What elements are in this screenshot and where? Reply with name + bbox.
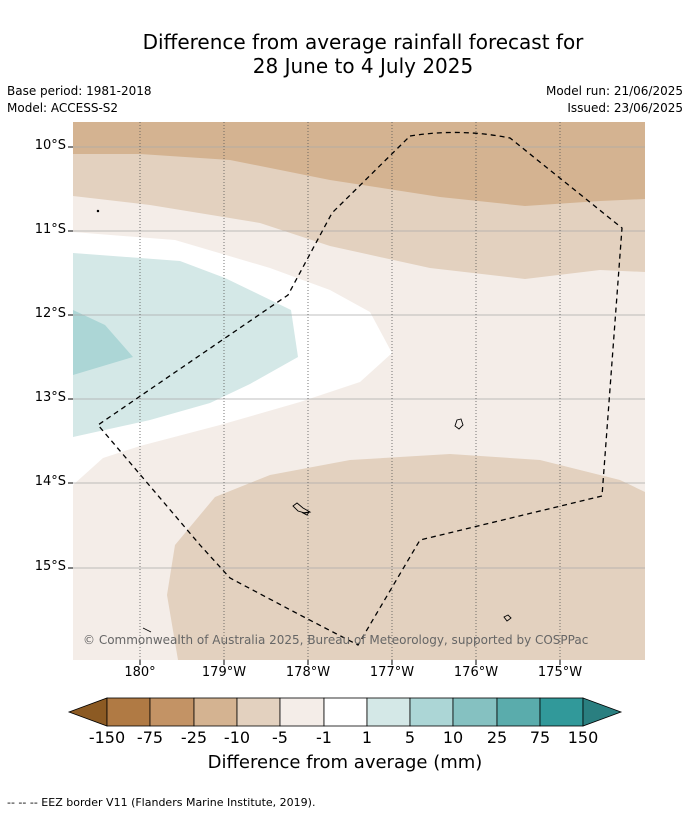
island-south-1 (292, 502, 312, 514)
colorbar-tick: 1 (361, 728, 373, 747)
title-line-1: Difference from average rainfall forecas… (142, 30, 584, 54)
colorbar-swatch (409, 697, 454, 727)
colorbar-tick: -10 (223, 728, 251, 747)
colorbar-swatch (496, 697, 541, 727)
rainfall-field (73, 122, 645, 660)
lat-label: 10°S (34, 138, 66, 153)
lon-label: 175°W (537, 665, 583, 680)
lon-label: 176°W (453, 665, 499, 680)
lat-label: 13°S (34, 390, 66, 405)
colorbar-swatch (236, 697, 281, 727)
model-name: Model: ACCESS-S2 (7, 101, 119, 115)
copyright-notice: © Commonwealth of Australia 2025, Bureau… (83, 633, 589, 647)
island-south-east (503, 614, 512, 622)
colorbar-tick: 75 (529, 728, 551, 747)
colorbar-swatch (279, 697, 325, 727)
lon-label: 179°W (201, 665, 247, 680)
map-title: Difference from average rainfall forecas… (0, 30, 690, 78)
eez-footnote: -- -- -- EEZ border V11 (Flanders Marine… (7, 796, 316, 809)
lon-label: 177°W (369, 665, 415, 680)
gridlines (73, 122, 645, 660)
lat-label: 12°S (34, 306, 66, 321)
colorbar-swatch (106, 697, 151, 727)
colorbar-tick: -5 (272, 728, 288, 747)
colorbar-tick: -25 (180, 728, 208, 747)
title-line-2: 28 June to 4 July 2025 (252, 54, 474, 78)
base-period: Base period: 1981-2018 (7, 84, 152, 98)
issued-date: Issued: 23/06/2025 (567, 101, 683, 115)
lon-label: 178°W (285, 665, 331, 680)
colorbar-tick: -150 (88, 728, 126, 747)
eez-border (97, 131, 623, 646)
colorbar-tick: 150 (567, 728, 599, 747)
lat-label: 14°S (34, 474, 66, 489)
axis-ticks (68, 146, 561, 665)
band-pos-5-to-10 (73, 310, 133, 375)
colorbar-extend-low (67, 697, 108, 727)
colorbar-tick: -75 (136, 728, 164, 747)
colorbar-swatch (539, 697, 584, 727)
lon-label: 180° (124, 665, 156, 680)
colorbar-extend-high (582, 697, 623, 727)
band-pos-1-to-5 (73, 253, 298, 437)
lat-label: 11°S (34, 222, 66, 237)
island-east (454, 418, 464, 430)
colorbar-swatch (149, 697, 195, 727)
colorbar-tick: 5 (404, 728, 416, 747)
colorbar-tick: 10 (442, 728, 464, 747)
band-neg-10-to-neg-25-north (73, 122, 645, 206)
colorbar-swatch (366, 697, 411, 727)
meta-right: Model run: 21/06/2025 Issued: 23/06/2025 (546, 83, 683, 117)
colorbar-tick: 25 (486, 728, 508, 747)
island-south-2 (301, 511, 310, 516)
island-south-west (142, 627, 152, 633)
model-run: Model run: 21/06/2025 (545, 84, 683, 98)
colorbar-swatch (193, 697, 238, 727)
colorbar (67, 697, 623, 727)
island-north-west (96, 209, 100, 213)
colorbar-label: Difference from average (mm) (207, 752, 483, 773)
colorbar-swatch (452, 697, 498, 727)
islands (96, 209, 512, 633)
lat-label: 15°S (34, 559, 66, 574)
colorbar-swatch (323, 697, 368, 727)
colorbar-tick: -1 (316, 728, 332, 747)
meta-left: Base period: 1981-2018 Model: ACCESS-S2 (7, 83, 152, 117)
